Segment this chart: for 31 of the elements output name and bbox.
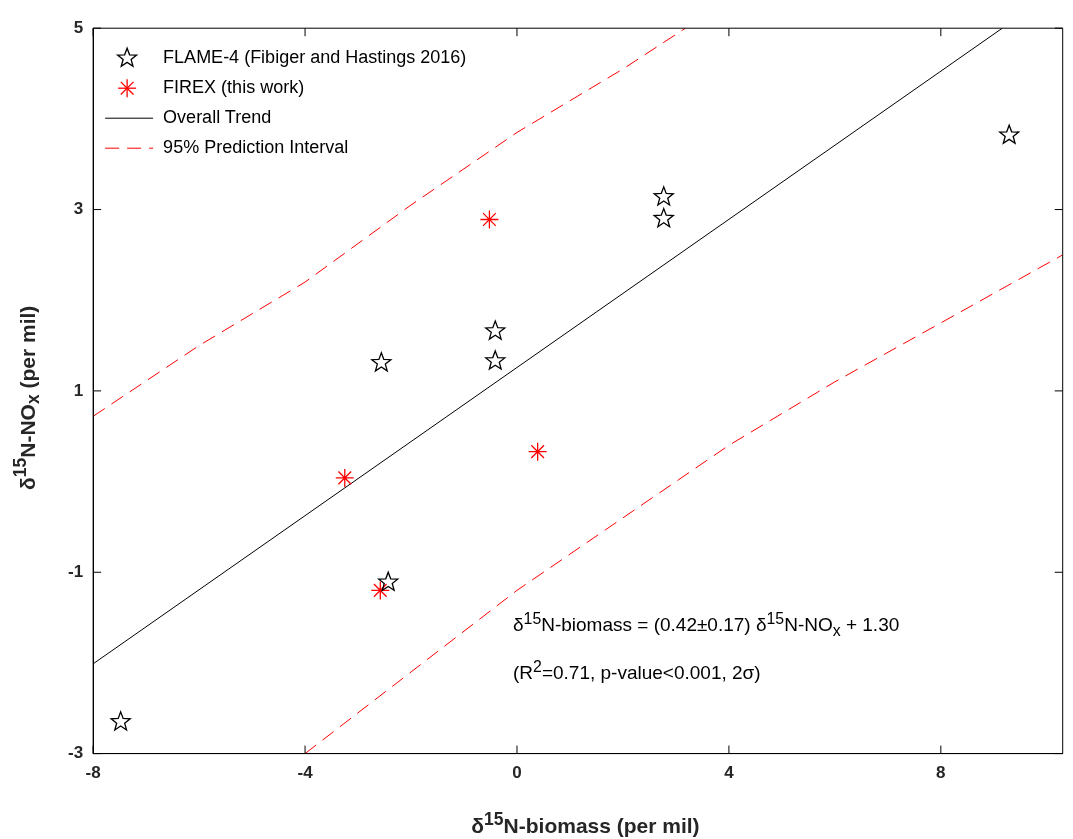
line-series <box>93 28 686 417</box>
point <box>653 207 674 228</box>
legend-label: Overall Trend <box>163 107 272 128</box>
y-tick-label: 3 <box>73 199 84 219</box>
point <box>527 442 548 462</box>
point <box>370 580 390 601</box>
point <box>335 468 355 488</box>
legend-label: FLAME-4 (Fibiger and Hastings 2016) <box>163 47 467 68</box>
point <box>378 571 399 591</box>
annotation: δ$^{15}$N-biomass = (0.42±0.17) δ$^{15}$N-NO$_{x}$ + 1.30 <box>513 610 900 641</box>
x-tick-label: 4 <box>724 763 735 783</box>
point <box>653 186 674 206</box>
x-tick-label: -4 <box>297 763 314 783</box>
x-axis-title: δ$^{15}$N-biomass (per mil) <box>470 809 701 838</box>
x-tick-label: 0 <box>512 763 522 783</box>
y-tick-label: -1 <box>67 561 84 581</box>
legend-label: FIREX (this work) <box>163 77 305 98</box>
y-tick-label: -3 <box>67 743 84 763</box>
point <box>371 352 392 372</box>
point <box>485 320 506 340</box>
x-tick-label: 8 <box>936 763 946 783</box>
point <box>485 350 506 370</box>
point <box>110 711 131 731</box>
line-series <box>304 254 1063 754</box>
y-tick-label: 5 <box>73 17 84 37</box>
y-tick-label: 1 <box>73 380 84 400</box>
point <box>479 209 500 230</box>
x-tick-label: -8 <box>85 763 101 783</box>
legend-label: 95% Prediction Interval <box>163 137 349 158</box>
annotation: (R$^{2}$=0.71, p-value<0.001, 2σ) <box>513 658 761 685</box>
point <box>999 124 1020 144</box>
